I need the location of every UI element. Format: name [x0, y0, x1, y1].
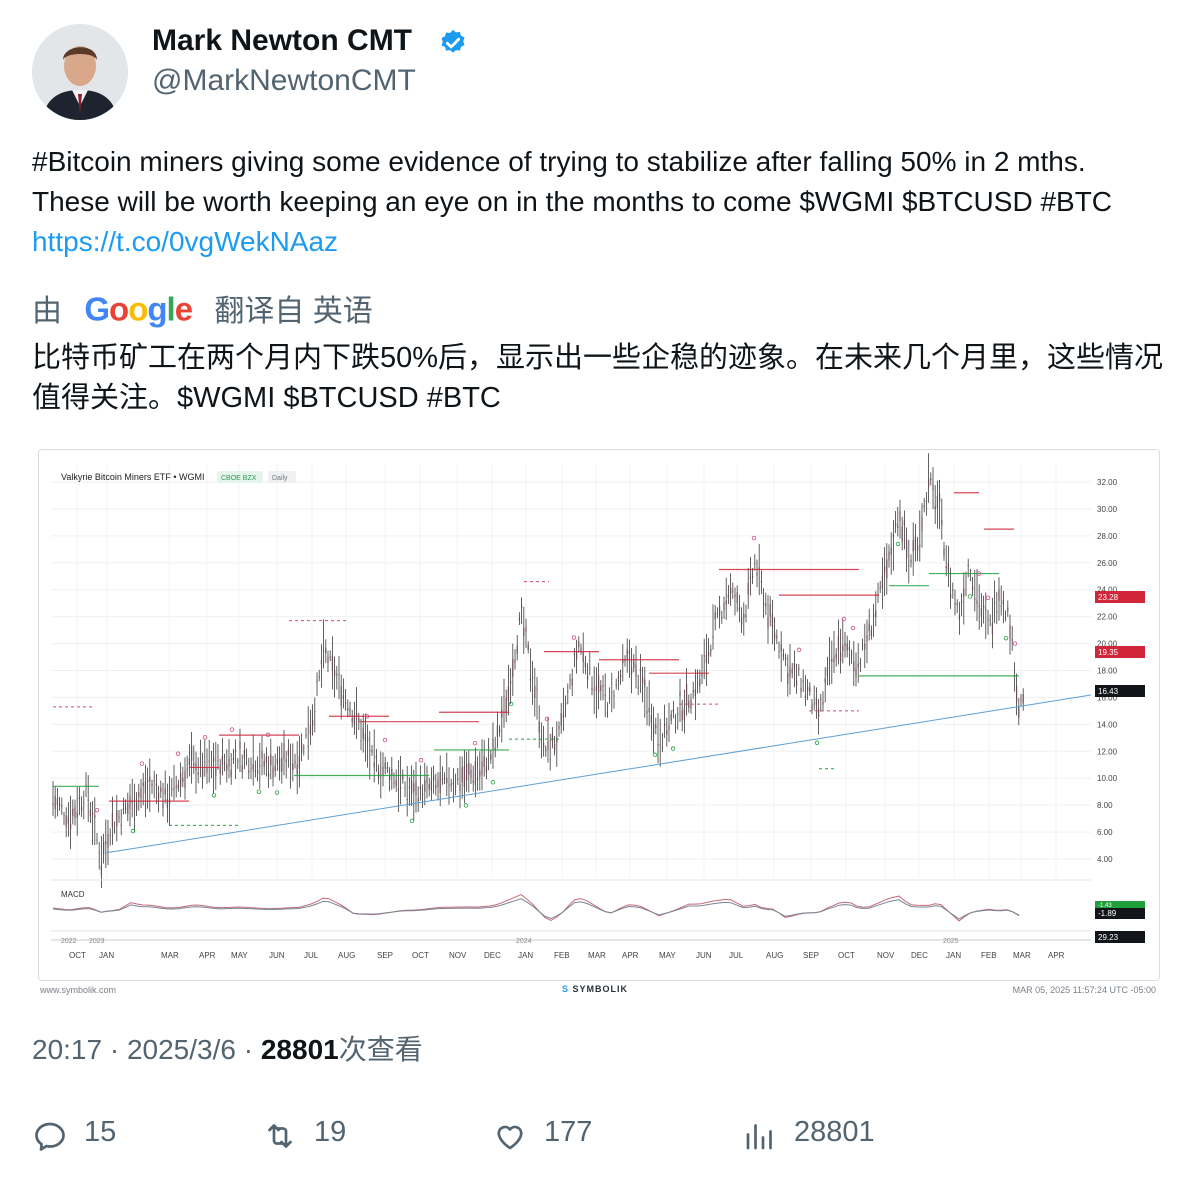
macd-tag: -1.43 — [1098, 903, 1112, 909]
translation-prefix: 由 — [32, 295, 62, 328]
x-tick-label: NOV — [877, 951, 895, 960]
author-handle[interactable]: @MarkNewtonCMT — [152, 64, 416, 97]
like-count: 177 — [544, 1116, 593, 1148]
views-action-count: 28801 — [794, 1116, 875, 1148]
x-tick-label: AUG — [338, 951, 355, 960]
views-label: 次查看 — [338, 1034, 423, 1065]
y-tick-label: 4.00 — [1097, 855, 1113, 864]
y-tick-label: 26.00 — [1097, 559, 1118, 568]
x-tick-label: JAN — [518, 951, 533, 960]
year-label: 2024 — [516, 938, 532, 945]
price-tag: 19.35 — [1098, 648, 1119, 657]
x-tick-label: APR — [1048, 951, 1065, 960]
x-tick-label: NOV — [449, 951, 467, 960]
translation-attribution[interactable]: 由 Google 翻译自 英语 — [32, 286, 373, 330]
y-tick-label: 18.00 — [1097, 667, 1118, 676]
trend-line — [104, 694, 1092, 854]
symbolik-logo: S SYMBOLIK — [562, 984, 629, 994]
x-tick-label: APR — [622, 951, 639, 960]
chart-image[interactable]: 32.00 30.00 28.00 26.00 24.00 22.00 20.00 18.00… — [38, 449, 1160, 981]
y-tick-label: 6.00 — [1097, 828, 1113, 837]
price-tag: 29.23 — [1098, 933, 1119, 942]
y-tick-label: 32.00 — [1097, 478, 1118, 487]
macd-label: MACD — [61, 890, 85, 899]
chart-footer-site: www.symbolik.com — [40, 985, 117, 995]
verified-badge-icon — [438, 28, 468, 58]
google-logo: Google — [84, 290, 193, 328]
x-tick-label: DEC — [484, 951, 501, 960]
reply-count: 15 — [84, 1116, 117, 1148]
x-tick-label: APR — [199, 951, 216, 960]
price-tag: 16.43 — [1098, 687, 1119, 696]
avatar-portrait — [32, 24, 128, 120]
x-tick-label: FEB — [554, 951, 570, 960]
y-tick-label: 28.00 — [1097, 532, 1118, 541]
x-tick-label: JUN — [696, 951, 712, 960]
x-tick-label: AUG — [766, 951, 783, 960]
y-tick-label: 8.00 — [1097, 801, 1113, 810]
year-label: 2023 — [89, 938, 105, 945]
x-tick-label: MAY — [659, 951, 676, 960]
tweet-link[interactable]: https://t.co/0vgWekNAaz — [32, 226, 339, 257]
y-tick-label: 22.00 — [1097, 613, 1118, 622]
author-avatar[interactable] — [32, 24, 128, 120]
y-tick-label: 30.00 — [1097, 505, 1118, 514]
tweet-body: #Bitcoin miners giving some evidence of … — [32, 146, 1113, 217]
x-tick-label: SEP — [377, 951, 393, 960]
chart-footer-timestamp: MAR 05, 2025 11:57:24 UTC -05:00 — [1012, 985, 1156, 995]
chart-footer: www.symbolik.com S SYMBOLIK MAR 05, 2025… — [38, 983, 1158, 999]
translation-label: 翻译自 英语 — [214, 295, 373, 328]
author-name[interactable]: Mark Newton CMT — [152, 24, 413, 57]
repost-count: 19 — [314, 1116, 347, 1148]
x-tick-label: OCT — [838, 951, 855, 960]
y-tick-label: 16.00 — [1097, 693, 1118, 702]
x-tick-label: DEC — [911, 951, 928, 960]
reply-icon — [35, 1122, 65, 1151]
x-tick-label: FEB — [981, 951, 997, 960]
x-tick-label: JUN — [269, 951, 285, 960]
year-label: 2025 — [943, 938, 959, 945]
y-tick-label: 14.00 — [1097, 720, 1118, 729]
interval-tag: Daily — [272, 475, 288, 482]
y-tick-label: 20.00 — [1097, 640, 1118, 649]
x-tick-label: OCT — [69, 951, 86, 960]
heart-icon — [497, 1125, 523, 1150]
price-tag: 23.28 — [1098, 593, 1119, 602]
x-tick-label: JUL — [304, 951, 319, 960]
tweet-time[interactable]: 20:17 — [32, 1034, 103, 1065]
price-tag: -1.89 — [1098, 909, 1117, 918]
translated-text: 比特币矿工在两个月内下跌50%后，显示出一些企稳的迹象。在未来几个月里，这些情况… — [32, 342, 1164, 414]
tweet-date[interactable]: 2025/3/6 — [126, 1034, 236, 1065]
y-tick-label: 24.00 — [1097, 586, 1118, 595]
chart-title: Valkyrie Bitcoin Miners ETF • WGMI — [61, 472, 205, 482]
tweet-meta: 20:17 · 2025/3/6 · 28801次查看 — [32, 1034, 423, 1065]
x-tick-label: MAY — [231, 951, 248, 960]
y-tick-label: 12.00 — [1097, 747, 1118, 756]
tweet-text: #Bitcoin miners giving some evidence of … — [32, 142, 1167, 262]
x-tick-label: JUL — [729, 951, 744, 960]
wgmi-price-chart: 32.00 30.00 28.00 26.00 24.00 22.00 20.00 18.00… — [39, 450, 1159, 980]
views-count: 28801 — [260, 1034, 339, 1065]
x-tick-label: SEP — [803, 951, 819, 960]
analytics-icon — [746, 1124, 772, 1150]
repost-icon — [268, 1124, 292, 1148]
x-tick-label: OCT — [412, 951, 429, 960]
x-tick-label: JAN — [946, 951, 961, 960]
x-tick-label: JAN — [99, 951, 114, 960]
x-tick-label: MAR — [161, 951, 179, 960]
y-tick-label: 10.00 — [1097, 774, 1118, 783]
x-tick-label: MAR — [588, 951, 606, 960]
year-label: 2022 — [61, 938, 77, 945]
exchange-tag: CBOE BZX — [221, 475, 257, 482]
x-tick-label: MAR — [1013, 951, 1031, 960]
